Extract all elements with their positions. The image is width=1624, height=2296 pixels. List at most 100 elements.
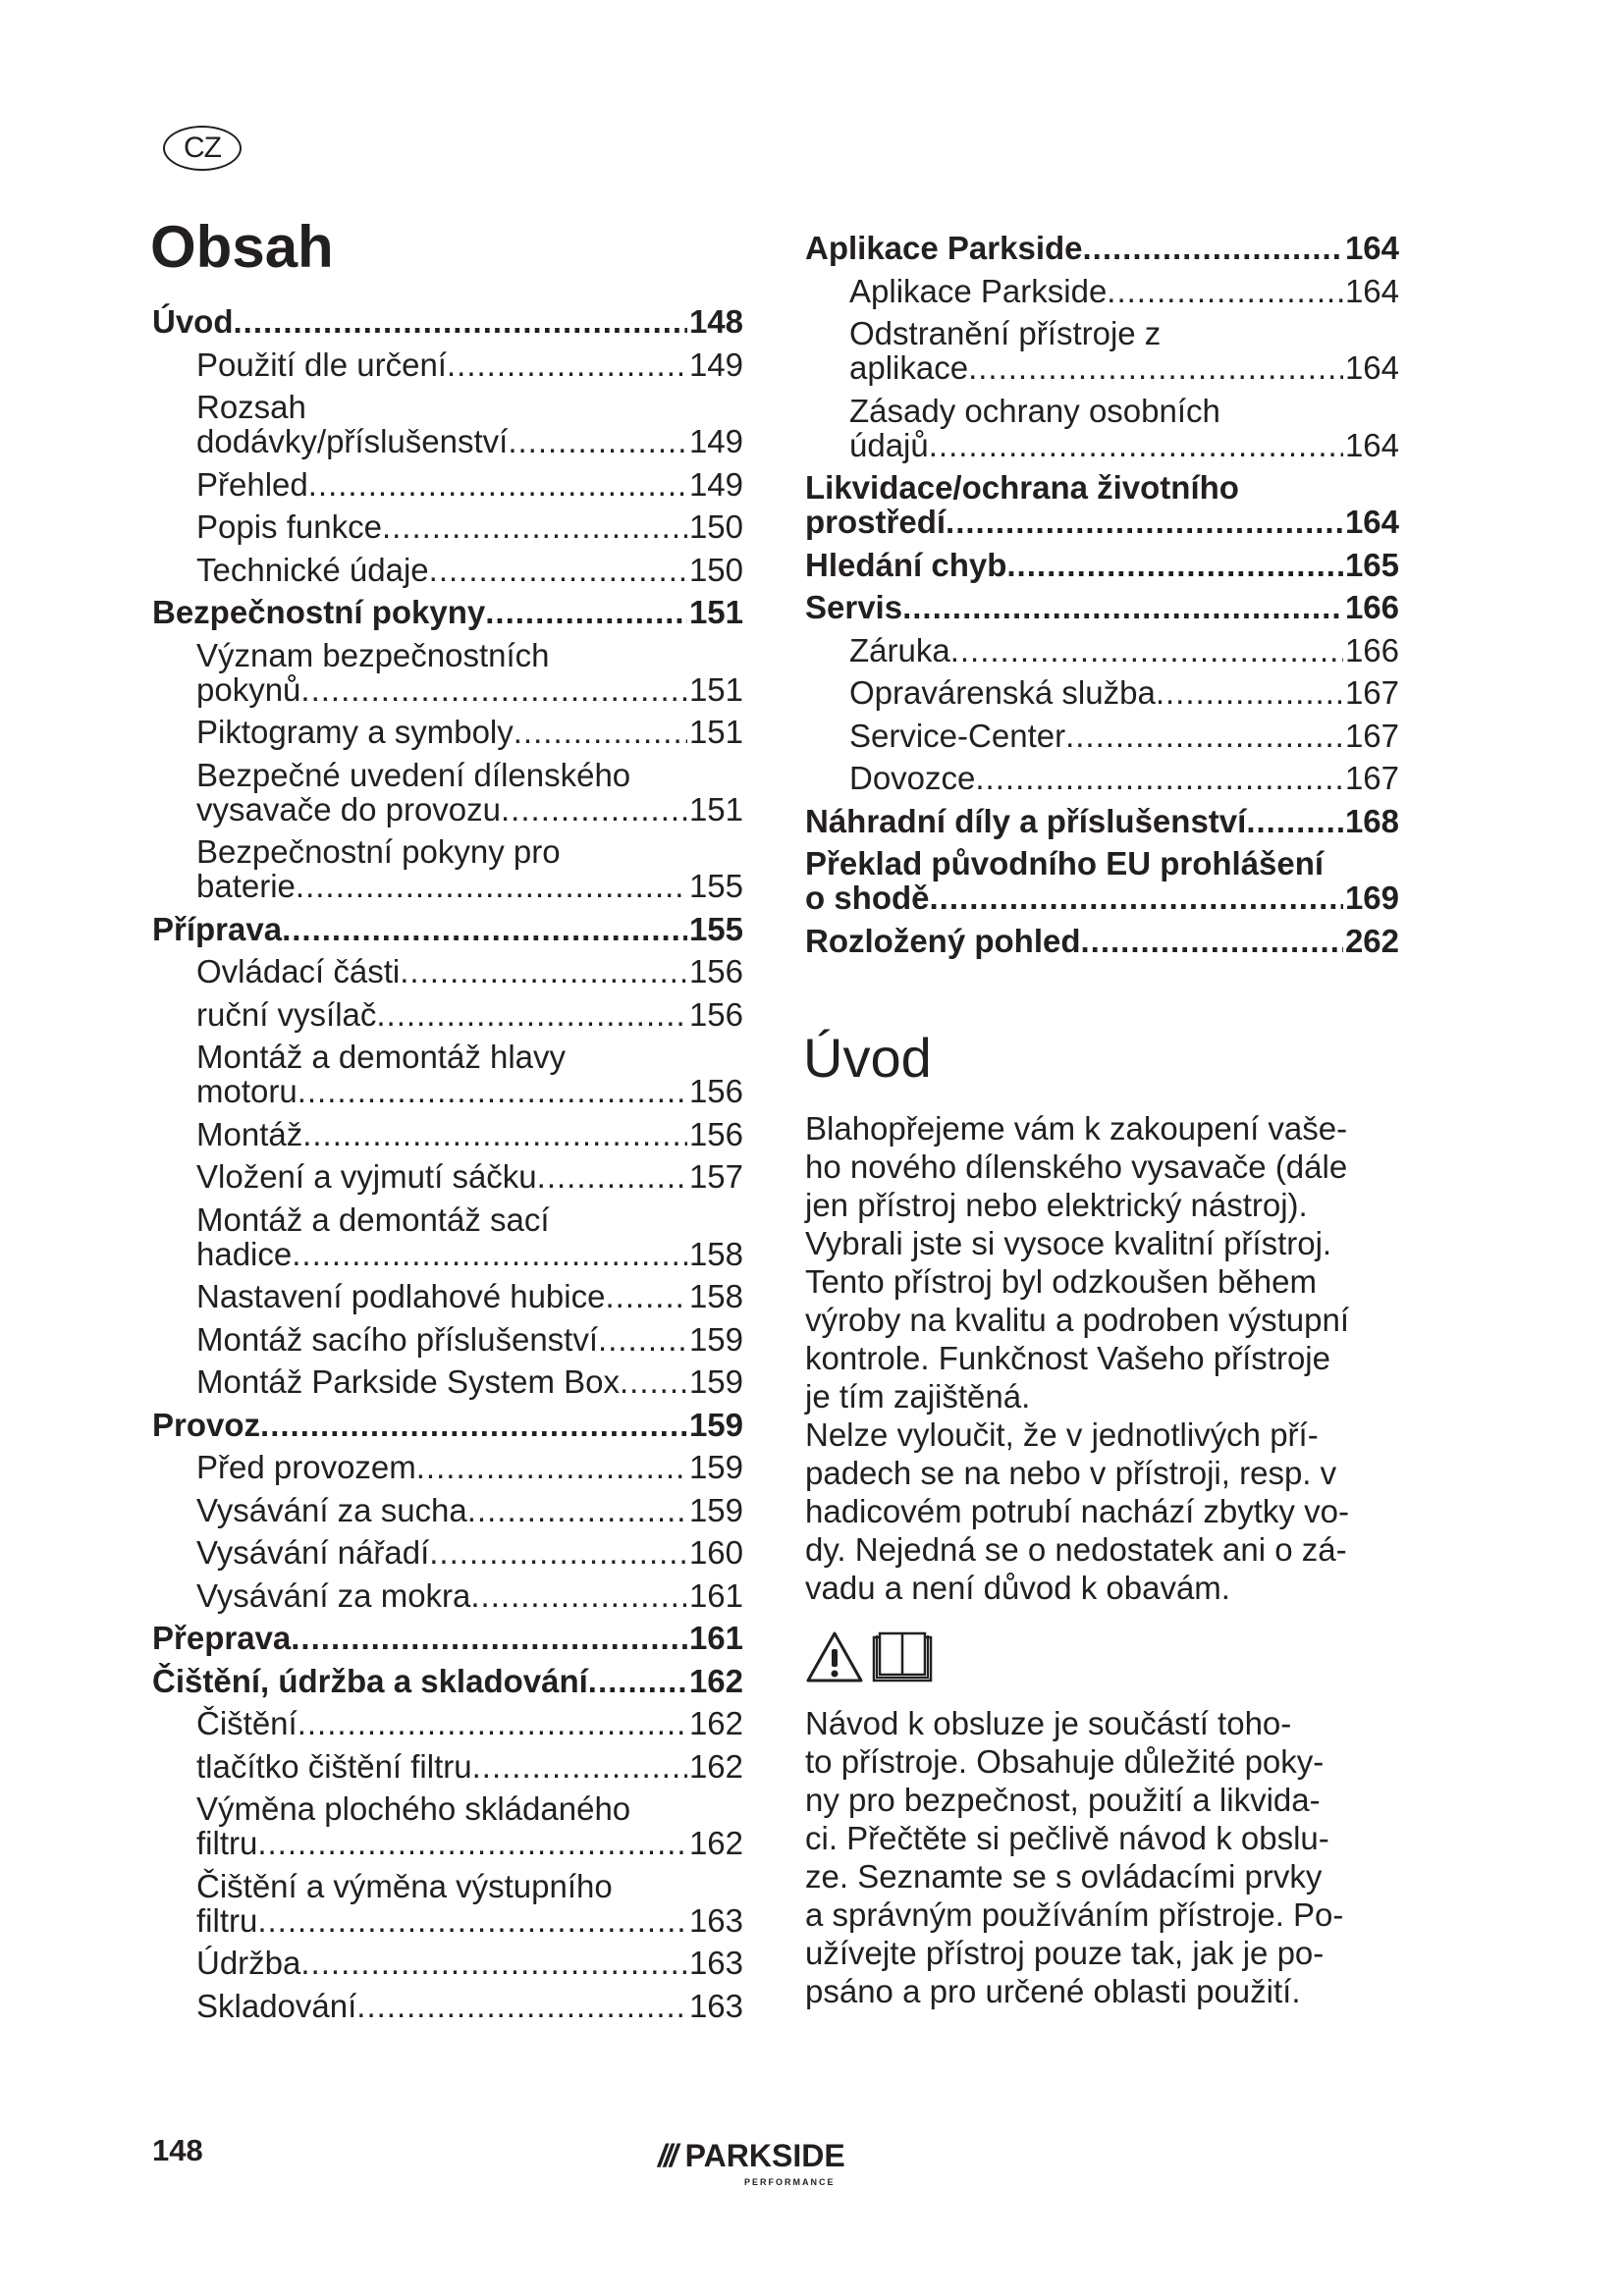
dot-leader (302, 1117, 687, 1151)
toc-section-entry[interactable]: Bezpečnostní pokyny 151 (152, 595, 743, 629)
toc-page-number: 149 (688, 423, 743, 459)
dot-leader (620, 1364, 687, 1399)
toc-subsection-entry[interactable]: Opravárenská služba 167 (805, 675, 1399, 710)
toc-section-entry[interactable]: Čištění, údržba a skladování 162 (152, 1664, 743, 1698)
toc-entry-label: údajů (849, 426, 929, 463)
icon-row (805, 1629, 933, 1684)
toc-section-entry[interactable]: Náhradní díly a příslušenství 168 (805, 804, 1399, 838)
toc-subsection-entry[interactable]: Vysávání za sucha 159 (152, 1493, 743, 1527)
toc-section-entry[interactable]: Příprava 155 (152, 912, 743, 946)
toc-section-entry[interactable]: Rozložený pohled 262 (805, 924, 1399, 958)
toc-section-entry[interactable]: Aplikace Parkside 164 (805, 231, 1399, 265)
toc-subsection-entry[interactable]: Vysávání nářadí 160 (152, 1535, 743, 1570)
toc-entry-line: Aplikace Parkside 164 (805, 231, 1399, 265)
dot-leader (298, 1074, 687, 1108)
toc-subsection-entry[interactable]: Údržba 163 (152, 1946, 743, 1980)
toc-entry-label: Odstranění přístroje z (849, 315, 1162, 351)
toc-subsection-entry[interactable]: Nastavení podlahové hubice 158 (152, 1279, 743, 1313)
dot-leader (356, 1989, 687, 2023)
toc-page-number: 163 (688, 1901, 743, 1939)
toc-section-entry[interactable]: Servis 166 (805, 590, 1399, 624)
toc-subsection-entry[interactable]: Skladování 163 (152, 1989, 743, 2023)
toc-entry-label: Vysávání za sucha (196, 1491, 467, 1528)
toc-entry-label: Aplikace Parkside (849, 272, 1108, 309)
dot-leader (946, 505, 1343, 539)
toc-entry-label: ruční vysílač (196, 995, 377, 1033)
toc-entry-line: hadice 158 (196, 1237, 743, 1271)
toc-subsection-entry[interactable]: ruční vysílač 156 (152, 997, 743, 1032)
paragraph-line: výroby na kvalitu a podroben výstupní (805, 1302, 1349, 1338)
toc-page-number: 156 (688, 953, 743, 989)
toc-page-number: 159 (688, 1406, 743, 1443)
paragraph-line: je tím zajištěná. (805, 1378, 1031, 1415)
toc-entry-line: ruční vysílač 156 (196, 997, 743, 1032)
toc-page-number: 149 (688, 346, 743, 383)
toc-subsection-entry[interactable]: Záruka 166 (805, 633, 1399, 667)
toc-subsection-entry[interactable]: Montáž Parkside System Box 159 (152, 1364, 743, 1399)
toc-subsection-entry[interactable]: Vložení a vyjmutí sáčku 157 (152, 1159, 743, 1194)
toc-section-entry[interactable]: Přeprava 161 (152, 1621, 743, 1655)
toc-subsection-entry[interactable]: Dovozce 167 (805, 761, 1399, 795)
toc-entry-line: Technické údaje 150 (196, 553, 743, 587)
toc-entry-label: baterie (196, 868, 296, 904)
toc-entry-line: Aplikace Parkside 164 (849, 274, 1399, 308)
toc-entry-line: Service-Center 167 (849, 719, 1399, 753)
warning-triangle-icon (806, 1631, 863, 1682)
toc-subsection-entry[interactable]: Vysávání za mokra 161 (152, 1578, 743, 1613)
toc-entry-label: aplikace (849, 349, 969, 386)
toc-page-number: 166 (1344, 589, 1399, 625)
toc-subsection-entry[interactable]: Aplikace Parkside 164 (805, 274, 1399, 308)
toc-entry-label: filtru (196, 1901, 258, 1939)
toc-entry-line: motoru 156 (196, 1074, 743, 1108)
toc-subsection-entry[interactable]: tlačítko čištění filtru 162 (152, 1749, 743, 1784)
toc-left-column: Úvod148 Použití dle určení149 Rozsahdodávk… (152, 304, 743, 2031)
toc-subsection-entry[interactable]: Technické údaje 150 (152, 553, 743, 587)
toc-section-entry[interactable]: Provoz 159 (152, 1408, 743, 1442)
dot-leader (1006, 548, 1343, 582)
toc-entry-label: Náhradní díly a příslušenství (805, 802, 1247, 839)
toc-page-number: 151 (688, 790, 743, 828)
dot-leader (1083, 231, 1343, 265)
dot-leader (282, 912, 687, 946)
dot-leader (537, 1159, 687, 1194)
toc-subsection-entry[interactable]: Použití dle určení 149 (152, 347, 743, 382)
toc-entry-label: Likvidace/ochrana životního (805, 469, 1239, 506)
toc-right-column: Aplikace Parkside 164 Aplikace Parkside 164… (805, 231, 1399, 966)
toc-subsection-entry[interactable]: Ovládací části 156 (152, 954, 743, 988)
toc-subsection-entry[interactable]: Bezpečné uvedení dílenského vysavače do p… (152, 758, 743, 827)
toc-section-entry[interactable]: Úvod 148 (152, 304, 743, 339)
toc-subsection-entry[interactable]: Přehled 149 (152, 467, 743, 502)
toc-entry-line: Piktogramy a symboly 151 (196, 715, 743, 749)
toc-section-entry[interactable]: Hledání chyb 165 (805, 548, 1399, 582)
toc-entry-line: Hledání chyb 165 (805, 548, 1399, 582)
toc-entry-label: hadice (196, 1235, 293, 1272)
language-badge: CZ (163, 126, 242, 171)
dot-leader (514, 715, 687, 749)
paragraph-line: užívejte přístroj pouze tak, jak je po- (805, 1935, 1325, 1971)
toc-entry-line: Přehled 149 (196, 467, 743, 502)
toc-subsection-entry[interactable]: Montáž 156 (152, 1117, 743, 1151)
toc-subsection-entry[interactable]: Service-Center 167 (805, 719, 1399, 753)
toc-entry-label: Rozložený pohled (805, 922, 1081, 959)
dot-leader (968, 350, 1343, 385)
toc-subsection-entry[interactable]: Popis funkce 150 (152, 509, 743, 544)
toc-entry-label: Montáž sacího příslušenství (196, 1320, 599, 1358)
toc-subsection-entry[interactable]: Před provozem 159 (152, 1450, 743, 1484)
toc-subsection-entry[interactable]: Montáž sacího příslušenství 159 (152, 1322, 743, 1357)
dot-leader (376, 997, 687, 1032)
toc-subsection-entry[interactable]: Čištění 162 (152, 1706, 743, 1740)
toc-entry-label: Piktogramy a symboly (196, 714, 514, 750)
toc-page-number: 160 (688, 1534, 743, 1571)
toc-subsection-entry[interactable]: Piktogramy a symboly 151 (152, 715, 743, 749)
